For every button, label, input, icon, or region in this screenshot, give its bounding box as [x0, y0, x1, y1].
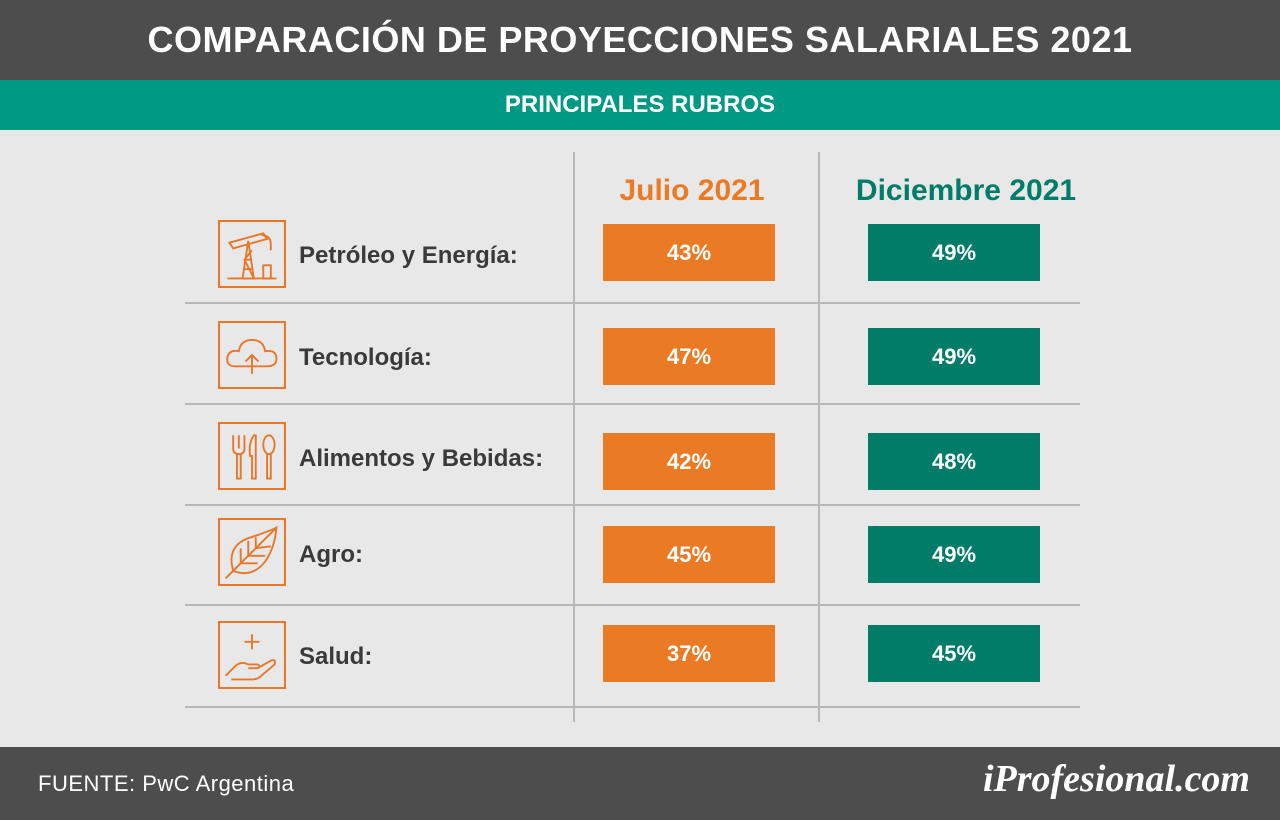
oil-pump-icon: [218, 220, 286, 288]
cutlery-icon: [218, 422, 286, 490]
rubro-label: Salud:: [299, 643, 373, 670]
row-divider: [185, 706, 1080, 708]
rubro-label: Petróleo y Energía:: [299, 242, 518, 269]
rubro-label: Alimentos y Bebidas:: [299, 445, 544, 472]
row-divider: [185, 504, 1080, 506]
diciembre-value-bar: 49%: [868, 526, 1040, 583]
julio-value-bar: 45%: [603, 526, 775, 583]
brand-logo: iProfesional.com: [982, 758, 1250, 800]
diciembre-value-bar: 49%: [868, 224, 1040, 281]
column-header-julio: Julio 2021: [619, 174, 765, 207]
column-header-diciembre: Diciembre 2021: [855, 174, 1077, 207]
julio-value-bar: 43%: [603, 224, 775, 281]
page-subtitle: PRINCIPALES RUBROS: [0, 80, 1280, 130]
julio-value-bar: 42%: [603, 433, 775, 490]
hand-plus-icon: [218, 621, 286, 689]
cloud-upload-icon: [218, 321, 286, 389]
row-divider: [185, 302, 1080, 304]
rubro-label: Tecnología:: [299, 344, 432, 371]
footer: FUENTE: PwC Argentina iProfesional.com: [0, 747, 1280, 820]
diciembre-value-bar: 49%: [868, 328, 1040, 385]
page-title: COMPARACIÓN DE PROYECCIONES SALARIALES 2…: [0, 0, 1280, 80]
row-divider: [185, 604, 1080, 606]
leaf-icon: [218, 518, 286, 586]
diciembre-value-bar: 48%: [868, 433, 1040, 490]
julio-value-bar: 37%: [603, 625, 775, 682]
row-divider: [185, 403, 1080, 405]
source-note: FUENTE: PwC Argentina: [38, 771, 295, 796]
julio-value-bar: 47%: [603, 328, 775, 385]
rubro-label: Agro:: [299, 541, 363, 568]
column-divider-left: [573, 152, 575, 722]
diciembre-value-bar: 45%: [868, 625, 1040, 682]
column-divider-right: [818, 152, 820, 722]
